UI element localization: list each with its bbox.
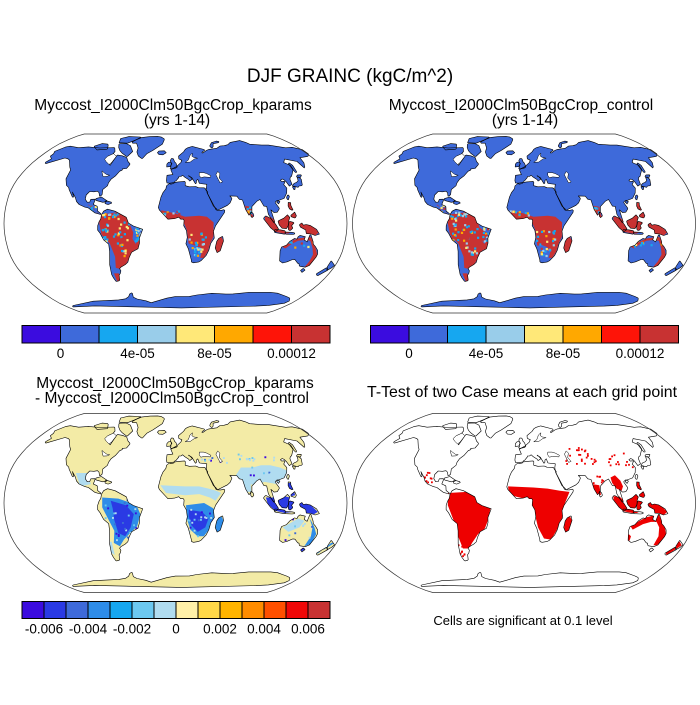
- svg-text:4e-05: 4e-05: [120, 346, 155, 361]
- svg-text:0: 0: [172, 622, 180, 637]
- svg-text:Cells are significant at 0.1 l: Cells are significant at 0.1 level: [433, 613, 612, 628]
- svg-text:Myccost_I2000Clm50BgcCrop_cont: Myccost_I2000Clm50BgcCrop_control: [389, 97, 653, 114]
- svg-text:Myccost_I2000Clm50BgcCrop_kpar: Myccost_I2000Clm50BgcCrop_kparams: [34, 97, 312, 114]
- svg-text:- Myccost_I2000Clm50BgcCrop_co: - Myccost_I2000Clm50BgcCrop_control: [35, 390, 309, 407]
- svg-text:DJF GRAINC (kgC/m^2): DJF GRAINC (kgC/m^2): [247, 66, 453, 87]
- svg-text:8e-05: 8e-05: [197, 346, 232, 361]
- svg-text:Myccost_I2000Clm50BgcCrop_kpar: Myccost_I2000Clm50BgcCrop_kparams: [36, 375, 314, 392]
- svg-text:(yrs 1-14): (yrs 1-14): [492, 112, 558, 129]
- svg-text:0.004: 0.004: [247, 622, 281, 637]
- svg-text:0: 0: [57, 346, 65, 361]
- svg-text:8e-05: 8e-05: [546, 346, 581, 361]
- svg-text:0: 0: [405, 346, 413, 361]
- svg-text:-0.004: -0.004: [69, 622, 108, 637]
- svg-text:0.002: 0.002: [203, 622, 237, 637]
- svg-text:T-Test of two Case means at ea: T-Test of two Case means at each grid po…: [367, 384, 678, 401]
- svg-text:(yrs 1-14): (yrs 1-14): [144, 112, 210, 129]
- svg-text:-0.006: -0.006: [25, 622, 63, 637]
- svg-text:-0.002: -0.002: [113, 622, 151, 637]
- svg-text:0.00012: 0.00012: [267, 346, 316, 361]
- svg-text:0.006: 0.006: [291, 622, 325, 637]
- svg-text:4e-05: 4e-05: [469, 346, 504, 361]
- svg-text:0.00012: 0.00012: [616, 346, 665, 361]
